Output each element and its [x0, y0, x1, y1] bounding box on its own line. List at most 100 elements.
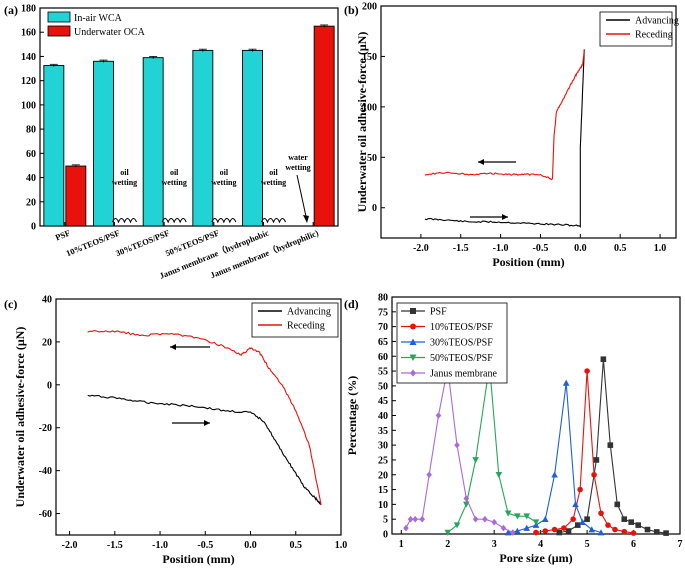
y-tick-label: 140 [21, 52, 36, 63]
y-tick-label: 35 [378, 426, 388, 437]
legend-swatch [47, 25, 71, 37]
x-tick-label: 6 [631, 539, 636, 550]
annotation-arrow [296, 174, 308, 222]
plot-frame [380, 5, 677, 239]
bar [192, 49, 214, 227]
data-point [403, 524, 409, 532]
x-tick-label: 3 [492, 539, 497, 550]
data-point [565, 528, 572, 534]
annotation-line2: wetting [211, 178, 236, 187]
annotation-line2: wetting [162, 178, 187, 187]
annotation-line2: wetting [285, 163, 310, 172]
y-tick-label: 20 [378, 470, 388, 481]
data-point [495, 471, 503, 479]
data-point [409, 338, 417, 345]
annotation-line1: water [288, 153, 308, 162]
annotation-arrow-head [303, 215, 309, 223]
x-tick-label: 5 [585, 539, 590, 550]
data-point [532, 519, 540, 526]
y-tick-label: 45 [378, 396, 388, 407]
annotation-line2: wetting [261, 178, 286, 187]
data-point [514, 527, 521, 534]
series-line [508, 382, 602, 534]
y-tick-label: 20 [26, 197, 36, 208]
bar [313, 25, 335, 227]
data-point [561, 525, 567, 531]
y-tick-label: 100 [362, 102, 377, 113]
data-point [630, 530, 637, 536]
data-point [509, 529, 516, 536]
legend-box [599, 11, 673, 47]
data-point [491, 518, 497, 526]
x-tick-label: 0.0 [244, 540, 257, 551]
data-point [500, 524, 507, 532]
legend-label: Advancing [635, 16, 679, 27]
data-point [607, 442, 614, 448]
y-tick-label: 150 [362, 52, 377, 63]
panel-b: 0 50 100 150 200 -2.0 -1.5 -1.0 -0.5 0.0 0.5 1.0 (b)… [344, 2, 679, 270]
data-point [597, 529, 605, 536]
y-tick-label: 70 [378, 322, 388, 333]
data-point [588, 526, 596, 533]
data-point [621, 516, 628, 522]
data-point [453, 522, 461, 529]
y-tick-label: 50 [367, 153, 377, 164]
droplet-symbol [111, 217, 138, 224]
y-tick-label: -40 [39, 466, 52, 477]
data-point [577, 486, 583, 493]
data-point [426, 471, 432, 479]
legend-label: In-air WCA [74, 13, 123, 24]
data-point [463, 495, 470, 502]
y-tick-label: 55 [378, 367, 388, 378]
direction-arrow-right-head [204, 420, 210, 426]
data-point [472, 515, 479, 523]
data-point [584, 516, 590, 522]
droplet-symbol [161, 217, 187, 224]
data-point [454, 441, 460, 449]
panel-label: (d) [344, 297, 359, 311]
x-axis-label: Position (mm) [162, 552, 234, 566]
series-line [447, 365, 537, 533]
y-axis-label: Underwater oil adhesive-force (μN) [13, 327, 27, 508]
data-point [410, 308, 416, 314]
panel-label: (c) [4, 297, 17, 311]
data-point [591, 471, 597, 478]
data-point [635, 522, 641, 528]
panel-label: (b) [344, 3, 359, 17]
y-tick-label: 80 [378, 293, 388, 304]
x-tick-label: 0.5 [290, 540, 303, 551]
y-tick-label: 50 [378, 381, 388, 392]
direction-arrow-right-head [502, 214, 508, 220]
y-tick-label: 200 [362, 2, 377, 13]
data-point [570, 516, 576, 522]
data-point [444, 529, 452, 536]
direction-arrow-left-head [478, 159, 484, 165]
data-point [435, 412, 442, 419]
droplet-symbol [211, 217, 237, 224]
y-tick-label: 60 [26, 149, 36, 160]
legend-label: Advancing [287, 307, 331, 318]
annotation-line1: oil [120, 168, 129, 177]
y-tick-label: 120 [21, 76, 36, 87]
data-point [575, 522, 581, 528]
y-tick-label: 0 [383, 530, 388, 541]
x-tick-label: -1.0 [152, 540, 168, 551]
data-point [482, 515, 488, 523]
data-point [410, 369, 416, 377]
legend-label: Underwater OCA [74, 27, 146, 38]
x-tick-label: -1.0 [493, 243, 509, 254]
x-axis-label: Pore size (μm) [499, 551, 572, 565]
data-point [410, 323, 416, 330]
x-tick-label: 1.0 [654, 243, 667, 254]
panel-label: (a) [4, 3, 18, 17]
y-tick-label: 40 [26, 173, 36, 184]
x-tick-label: 2 [445, 539, 450, 550]
data-point [472, 457, 479, 464]
x-tick-label: -0.5 [533, 243, 549, 254]
legend-label: 10%TEOS/PSF [430, 322, 493, 333]
data-point [407, 515, 414, 523]
y-tick-label: 15 [378, 485, 388, 496]
y-tick-label: 100 [21, 100, 36, 111]
